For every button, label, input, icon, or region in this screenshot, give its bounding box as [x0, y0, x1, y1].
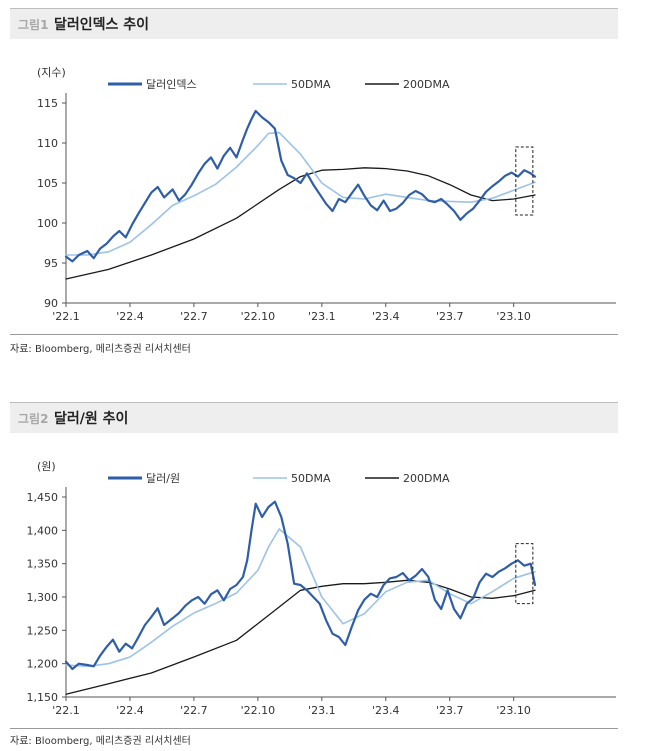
y-tick-label: 1,350 — [27, 558, 59, 571]
series-line-0 — [64, 500, 537, 671]
y-tick-label: 1,250 — [27, 624, 59, 637]
x-tick-label: '23.4 — [372, 704, 400, 717]
series-line-1 — [65, 131, 536, 256]
chart-area: (원) 달러/원 50DMA 200DMA 1,150 1,200 1,250 1,300 1,… — [10, 432, 618, 728]
chart-area: (지수) 달러인덱스 50DMA 200DMA 90 95 100 105 110 115 '22.… — [10, 38, 618, 334]
y-tick-label: 1,300 — [27, 591, 59, 604]
x-tick-label: '22.4 — [116, 704, 144, 717]
x-tick-label: '22.4 — [116, 310, 144, 323]
legend-label-0: 달러/원 — [146, 472, 180, 485]
series-line-2 — [65, 167, 536, 280]
x-tick-label: '23.7 — [436, 704, 464, 717]
bottom-rule — [10, 728, 618, 729]
y-tick-label: 100 — [37, 217, 58, 230]
y-tick-label: 1,400 — [27, 524, 59, 537]
figure-header: 그림2 달러/원 추이 — [10, 402, 618, 433]
y-axis-label: (원) — [37, 460, 56, 473]
source-note: 자료: Bloomberg, 메리츠증권 리서치센터 — [10, 344, 191, 355]
x-tick-label: '22.1 — [52, 310, 80, 323]
x-tick-label: '22.10 — [241, 310, 276, 323]
x-tick-label: '23.1 — [308, 310, 336, 323]
figure-number: 그림2 — [18, 412, 49, 426]
y-tick-label: 1,450 — [27, 491, 59, 504]
y-axis-label: (지수) — [37, 66, 66, 79]
x-tick-label: '23.1 — [308, 704, 336, 717]
x-tick-label: '23.7 — [436, 310, 464, 323]
series-line-0 — [64, 109, 537, 263]
figure-dollar-index: 그림1 달러인덱스 추이 (지수) 달러인덱스 50DMA 200DMA 90 95 100… — [10, 8, 618, 355]
x-tick-label: '22.10 — [241, 704, 276, 717]
x-tick-label: '22.1 — [52, 704, 80, 717]
y-tick-label: 105 — [37, 177, 58, 190]
x-tick-label: '23.4 — [372, 310, 400, 323]
x-tick-label: '23.10 — [496, 310, 531, 323]
y-tick-label: 1,150 — [27, 691, 59, 704]
y-tick-label: 95 — [44, 257, 58, 270]
legend-label-1: 50DMA — [291, 472, 331, 485]
legend-label-1: 50DMA — [291, 78, 331, 91]
figure-usd-krw: 그림2 달러/원 추이 (원) 달러/원 50DMA 200DMA 1,150 1,200… — [10, 402, 618, 747]
legend-label-2: 200DMA — [403, 78, 450, 91]
figure-title: 달러인덱스 추이 — [54, 17, 150, 33]
y-tick-label: 115 — [37, 97, 58, 110]
x-tick-label: '22.7 — [180, 310, 208, 323]
figure-header: 그림1 달러인덱스 추이 — [10, 8, 618, 39]
x-tick-label: '22.7 — [180, 704, 208, 717]
series-line-1 — [65, 528, 536, 668]
series-line-2 — [65, 579, 536, 695]
bottom-rule — [10, 334, 618, 335]
x-tick-label: '23.10 — [496, 704, 531, 717]
source-note: 자료: Bloomberg, 메리츠증권 리서치센터 — [10, 736, 191, 747]
legend-label-0: 달러인덱스 — [146, 78, 197, 91]
y-tick-label: 1,200 — [27, 658, 59, 671]
y-tick-label: 110 — [37, 137, 58, 150]
dollar-index-chart: (지수) 달러인덱스 50DMA 200DMA 90 95 100 105 110 115 '22.… — [37, 66, 616, 323]
highlight-box — [515, 146, 534, 216]
usd-krw-chart: (원) 달러/원 50DMA 200DMA 1,150 1,200 1,250 1,300 1,… — [27, 460, 616, 717]
legend-label-2: 200DMA — [403, 472, 450, 485]
highlight-box — [515, 543, 534, 605]
figure-title: 달러/원 추이 — [54, 411, 129, 427]
figure-number: 그림1 — [18, 18, 49, 32]
y-tick-label: 90 — [44, 297, 58, 310]
